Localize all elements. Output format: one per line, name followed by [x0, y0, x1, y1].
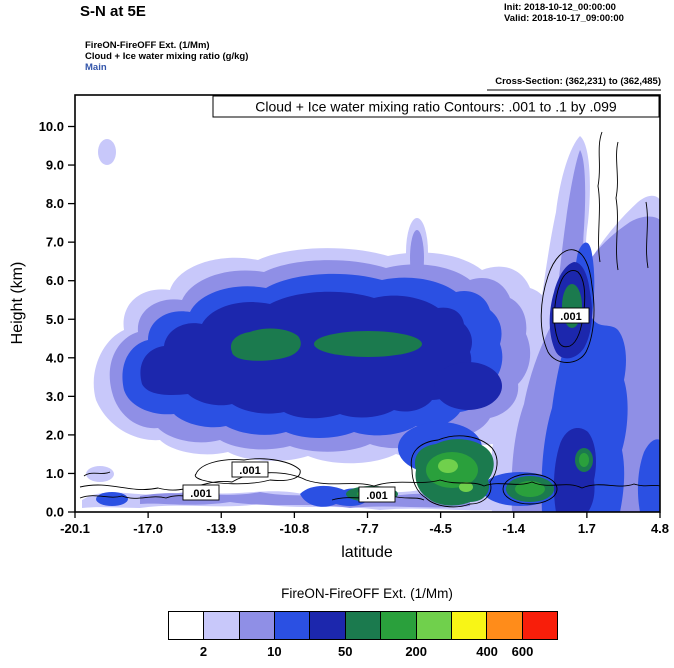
contour-line — [410, 435, 498, 508]
colorbar-cell — [344, 611, 382, 640]
colorbar — [168, 611, 558, 640]
contour-line — [502, 473, 558, 505]
colorbar-cell — [309, 611, 346, 640]
x-tick-label: -4.5 — [429, 521, 451, 536]
colorbar-cell — [486, 611, 523, 640]
x-tick-label: 1.7 — [578, 521, 596, 536]
contour-label-box — [231, 461, 269, 478]
y-tick-label: 10.0 — [39, 119, 64, 134]
x-tick-label: -1.4 — [503, 521, 526, 536]
contour-line — [540, 249, 595, 363]
colorbar-cell — [521, 611, 558, 640]
y-tick-label: 5.0 — [46, 312, 64, 327]
grid-label: Main — [85, 62, 107, 73]
figure-title: S-N at 5E — [80, 3, 146, 20]
y-tick-label: 4.0 — [46, 350, 64, 365]
y-tick-label: 1.0 — [46, 466, 64, 481]
contour-label-box — [358, 486, 396, 503]
colorbar-tick-label: 600 — [511, 644, 534, 659]
field-label: Cloud + Ice water mixing ratio (g/kg) — [85, 51, 249, 62]
contour-label-group: .001 — [358, 486, 396, 503]
fill-region — [459, 482, 473, 492]
fill-region — [314, 331, 422, 357]
y-tick-label: 7.0 — [46, 235, 64, 250]
x-tick-label: -10.8 — [280, 521, 310, 536]
colorbar-cell — [450, 611, 488, 640]
experiment-label: FireON-FireOFF Ext. (1/Mm) — [85, 40, 210, 51]
y-tick-label: 2.0 — [46, 427, 64, 442]
fill-region — [230, 328, 301, 361]
valid-time: Valid: 2018-10-17_09:00:00 — [504, 13, 624, 24]
colorbar-tick-label: 400 — [476, 644, 498, 659]
contour-label: .001 — [366, 490, 387, 502]
colorbar-tick-label: 200 — [405, 644, 428, 659]
colorbar-cell — [203, 611, 240, 640]
x-tick-label: 4.8 — [651, 521, 669, 536]
cross-section-label: Cross-Section: (362,231) to (362,485) — [495, 76, 661, 87]
x-tick-label: -13.9 — [206, 521, 236, 536]
colorbar-cell — [168, 611, 205, 640]
field-legend: FireON-FireOFF Ext. (1/Mm) Cloud + Ice w… — [85, 40, 248, 73]
fill-region — [438, 459, 458, 473]
colorbar-cell — [274, 611, 311, 640]
fill-region — [98, 139, 116, 165]
colorbar-tick-label: 2 — [199, 644, 208, 659]
contour-label-box — [182, 484, 220, 501]
contour-line — [83, 471, 111, 477]
y-tick-label: 0.0 — [46, 505, 64, 520]
y-tick-label: 3.0 — [46, 389, 64, 404]
fill-region — [515, 481, 545, 497]
fill-region — [86, 466, 114, 482]
x-tick-label: -17.0 — [133, 521, 163, 536]
contour-label-group: .001 — [182, 484, 220, 501]
fill-region — [637, 439, 660, 512]
run-times: Init: 2018-10-12_00:00:00 Valid: 2018-10… — [504, 2, 624, 24]
fill-region — [579, 453, 589, 467]
inner-title: Cloud + Ice water mixing ratio Contours:… — [255, 99, 617, 115]
contour-label: .001 — [560, 311, 581, 323]
contour-line — [597, 131, 603, 263]
contour-label: .001 — [239, 465, 260, 477]
contour-label-group: .001 — [552, 307, 590, 324]
axes-layer: -20.1 -17.0 -13.9 -10.8 -7.7 -4.5 -1.4 1.7 4.8 0.… — [39, 119, 669, 536]
y-tick-label: 8.0 — [46, 196, 64, 211]
y-tick-label: 9.0 — [46, 158, 64, 173]
colorbar-title: FireON-FireOFF Ext. (1/Mm) — [281, 586, 453, 601]
inner-title-box — [212, 95, 660, 118]
contour-label: .001 — [190, 488, 211, 500]
colorbar-tick-label: 10 — [267, 644, 282, 659]
contour-line — [645, 201, 649, 269]
init-time: Init: 2018-10-12_00:00:00 — [504, 2, 616, 13]
colorbar-cell — [415, 611, 452, 640]
fill-region — [96, 492, 128, 506]
colorbar-tick-label: 50 — [338, 644, 353, 659]
colorbar-cell — [238, 611, 276, 640]
fill-region — [434, 362, 502, 410]
contour-line — [615, 141, 619, 271]
contour-label-group: .001 — [231, 461, 269, 478]
y-axis-title: Height (km) — [9, 262, 26, 345]
y-tick-label: 6.0 — [46, 273, 64, 288]
x-tick-label: -7.7 — [356, 521, 378, 536]
fill-region — [410, 230, 424, 286]
contour-label-box — [552, 307, 590, 324]
colorbar-cell — [380, 611, 417, 640]
fill-region — [140, 291, 472, 419]
colorbar-labels: 2 10 50 200 400 600 — [168, 644, 558, 660]
x-axis-title: latitude — [341, 544, 393, 561]
x-tick-label: -20.1 — [60, 521, 90, 536]
contour-line — [194, 458, 301, 485]
contour-line — [553, 270, 586, 348]
contour-fill-layers — [82, 136, 660, 512]
